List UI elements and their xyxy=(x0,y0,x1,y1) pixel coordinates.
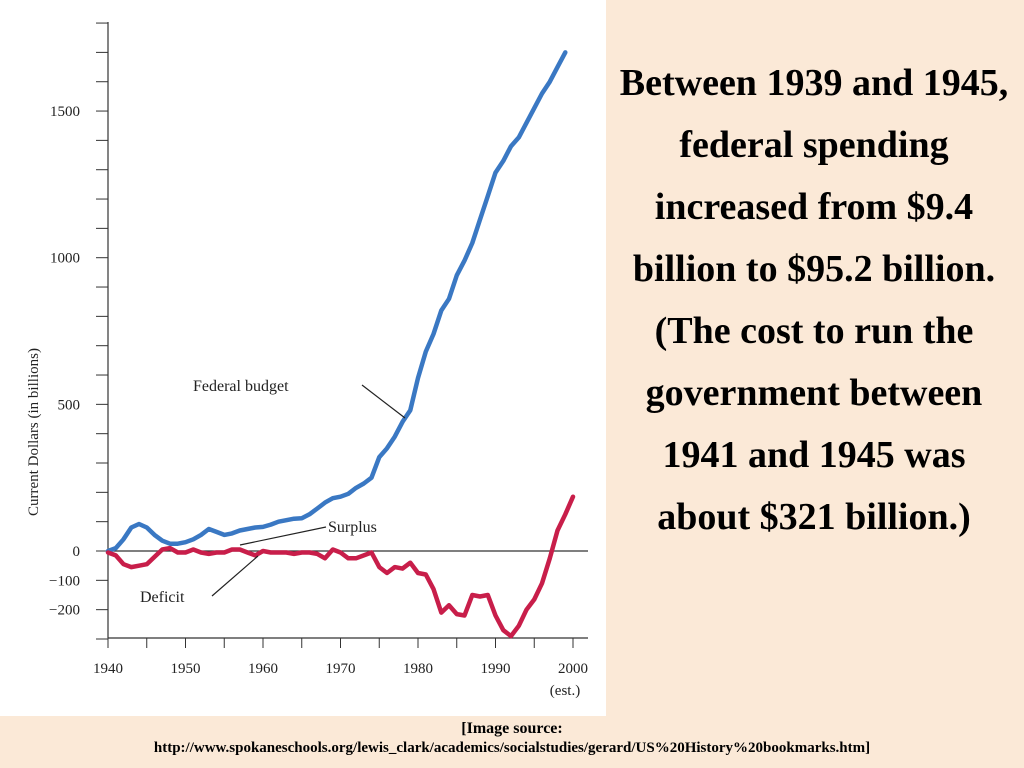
budget-chart: 1500 1000 500 0 −100 −200 1940 1950 1960 1970 198… xyxy=(26,22,588,699)
surplus-deficit-line xyxy=(105,494,576,639)
y-axis-label: Current Dollars (in billions) xyxy=(26,348,42,516)
x-tick-label: 1960 xyxy=(248,661,278,677)
x-tick-label: 2000 xyxy=(558,661,588,677)
annotation-deficit: Deficit xyxy=(140,555,259,606)
annotation-federal-budget: Federal budget xyxy=(193,378,406,419)
x-tick-label: 1950 xyxy=(171,661,201,677)
headline-text: Between 1939 and 1945, federal spending … xyxy=(619,62,1009,538)
annotation-deficit-text: Deficit xyxy=(140,589,185,606)
x-tick-label: 1940 xyxy=(93,661,123,677)
x-tick-label: 1970 xyxy=(326,661,356,677)
image-source-url: http://www.spokaneschools.org/lewis_clar… xyxy=(153,740,871,756)
y-tick-label: 1000 xyxy=(50,251,80,267)
series-layer xyxy=(105,50,588,639)
y-tick-label: 1500 xyxy=(50,104,80,120)
y-tick-label: −100 xyxy=(49,573,80,589)
x-axis: 1940 1950 1960 1970 1980 1990 2000 (est.) xyxy=(93,637,588,699)
x-tick-label: 1990 xyxy=(481,661,511,677)
image-source-label: [Image source: xyxy=(461,720,563,737)
annotation-surplus-leader xyxy=(239,526,327,546)
federal-budget-line xyxy=(105,50,568,554)
y-tick-label: 0 xyxy=(73,544,81,560)
y-tick-label: 500 xyxy=(58,397,81,413)
y-axis: 1500 1000 500 0 −100 −200 xyxy=(49,22,109,640)
annotation-federal-budget-text: Federal budget xyxy=(193,378,289,395)
y-tick-label: −200 xyxy=(49,603,80,619)
x-tick-label: 1980 xyxy=(403,661,433,677)
x-tick-note: (est.) xyxy=(550,683,580,699)
annotation-deficit-leader xyxy=(211,555,259,597)
annotation-surplus-text: Surplus xyxy=(328,519,377,536)
annotation-surplus: Surplus xyxy=(239,519,377,546)
chart-panel: 1500 1000 500 0 −100 −200 1940 1950 1960 1970 198… xyxy=(0,0,606,716)
annotation-federal-budget-leader xyxy=(361,384,406,419)
